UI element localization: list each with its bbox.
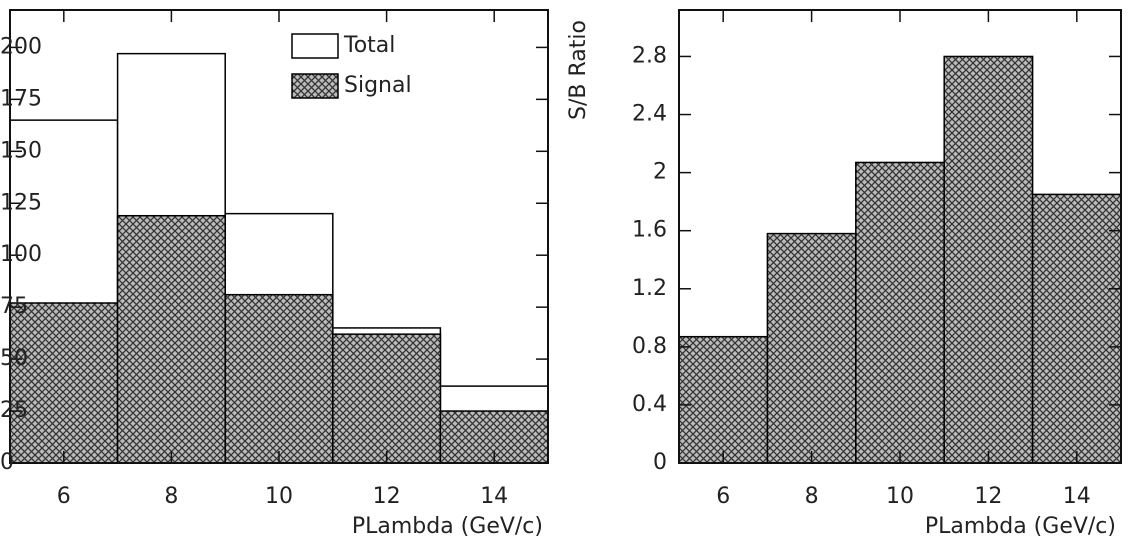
legend-label: Signal <box>344 73 412 98</box>
y-tick-label: 0 <box>653 450 667 475</box>
bar <box>855 161 945 464</box>
bar <box>943 55 1034 464</box>
y-tick-label: 1.6 <box>632 218 667 243</box>
y-tick-label: 1.2 <box>632 276 667 301</box>
y-tick-label: 25 <box>0 398 28 423</box>
bar <box>9 302 119 464</box>
x-axis-label: PLambda (GeV/c) <box>352 514 543 539</box>
x-axis-label: PLambda (GeV/c) <box>925 514 1116 539</box>
bar <box>678 335 769 464</box>
x-tick-label: 8 <box>805 484 819 509</box>
bar <box>766 232 857 464</box>
y-tick-label: 175 <box>0 86 42 111</box>
x-tick-label: 6 <box>57 484 71 509</box>
y-tick-label: 125 <box>0 190 42 215</box>
bar <box>1031 193 1122 464</box>
x-tick-label: 14 <box>1063 484 1091 509</box>
bar <box>116 214 226 464</box>
y-tick-label: 100 <box>0 242 42 267</box>
y-tick-label: 2.8 <box>632 43 667 68</box>
y-tick-label: 0 <box>0 450 14 475</box>
y-tick-label: 75 <box>0 294 28 319</box>
y-tick-label: 0.8 <box>632 334 667 359</box>
legend-swatch <box>291 73 339 99</box>
y-tick-label: 200 <box>0 34 42 59</box>
y-tick-label: 0.4 <box>632 392 667 417</box>
y-tick-label: 50 <box>0 346 28 371</box>
bar <box>224 293 334 464</box>
x-tick-label: 14 <box>480 484 508 509</box>
y-tick-label: 2 <box>653 160 667 185</box>
x-tick-label: 12 <box>373 484 401 509</box>
legend-swatch <box>291 33 339 59</box>
x-tick-label: 8 <box>164 484 178 509</box>
x-tick-label: 12 <box>974 484 1002 509</box>
y-tick-label: 150 <box>0 138 42 163</box>
legend-label: Total <box>343 33 395 58</box>
x-tick-label: 10 <box>265 484 293 509</box>
y-axis-label: S/B Ratio <box>566 20 591 120</box>
x-tick-label: 6 <box>716 484 730 509</box>
x-tick-label: 10 <box>886 484 914 509</box>
y-tick-label: 2.4 <box>632 102 667 127</box>
bar <box>332 333 442 464</box>
